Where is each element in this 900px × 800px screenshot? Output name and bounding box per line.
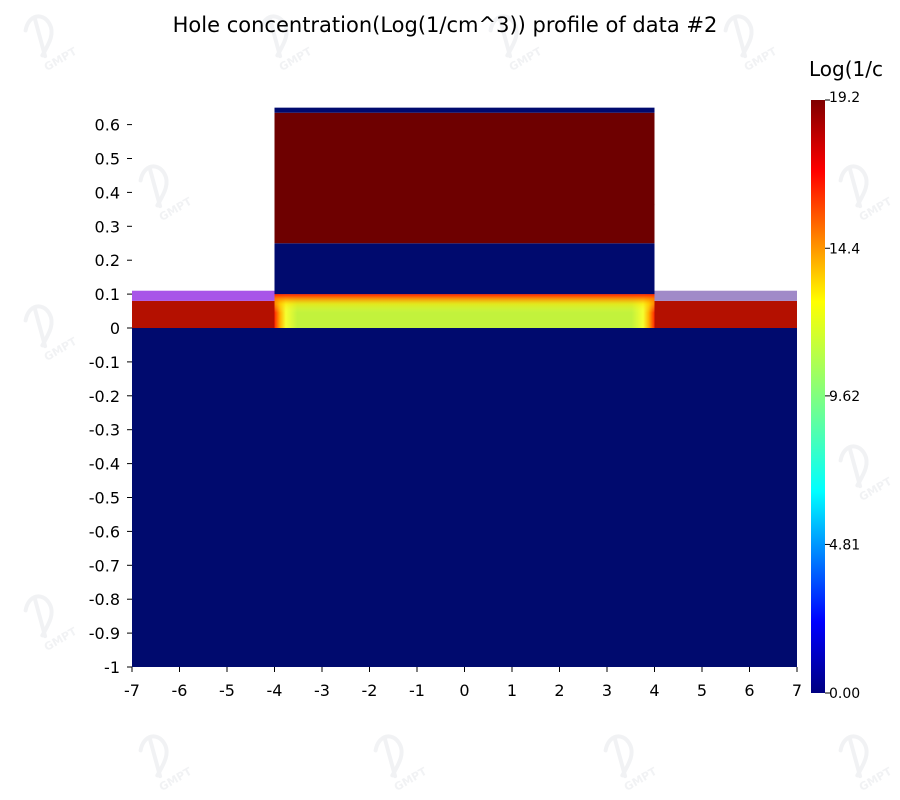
watermark-mark: GMPT — [838, 164, 895, 224]
watermark-logo-icon — [138, 164, 169, 209]
watermark-mark: GMPT — [723, 14, 780, 74]
watermark-mark: GMPT — [138, 164, 195, 224]
y-tick-label: 0.5 — [95, 150, 120, 169]
watermark-mark: GMPT — [603, 734, 660, 794]
y-tick-label: -0.2 — [89, 387, 120, 406]
y-tick-label: 0.6 — [95, 116, 120, 135]
chart-title: Hole concentration(Log(1/cm^3)) profile … — [173, 13, 718, 37]
plot-area — [132, 107, 797, 667]
region-left-doped-layer — [132, 300, 275, 328]
y-tick-label: 0.2 — [95, 251, 120, 270]
x-tick-label: 7 — [792, 681, 802, 700]
x-tick-label: 5 — [697, 681, 707, 700]
y-tick-label: -0.3 — [89, 421, 120, 440]
x-tick-label: -4 — [267, 681, 283, 700]
y-tick-label: -0.9 — [89, 624, 120, 643]
colorbar-title: Log(1/c — [809, 57, 883, 81]
watermark-logo-icon — [838, 444, 869, 489]
watermark-mark: GMPT — [23, 304, 80, 364]
y-tick-label: -0.5 — [89, 489, 120, 508]
watermark-mark: GMPT — [838, 734, 895, 794]
colorbar-ticks: 19.2 14.4 9.62 4.81 0.00 — [825, 90, 860, 702]
y-tick-label: 0.1 — [95, 285, 120, 304]
watermark-logo-icon — [138, 734, 169, 779]
colorbar-tick-label: 19.2 — [829, 90, 860, 106]
watermark-logo-icon — [603, 734, 634, 779]
y-tick-label: -1 — [104, 658, 120, 677]
colorbar-tick-label: 9.62 — [829, 389, 860, 405]
y-tick-label: -0.7 — [89, 556, 120, 575]
watermark-logo-icon — [838, 164, 869, 209]
x-tick-label: 2 — [554, 681, 564, 700]
y-tick-label: -0.6 — [89, 522, 120, 541]
region-gate-top-layer — [274, 107, 655, 113]
x-tick-label: -6 — [172, 681, 188, 700]
x-tick-label: 6 — [744, 681, 754, 700]
watermark-logo-icon — [838, 734, 869, 779]
watermark-logo-icon — [258, 14, 289, 59]
region-gate-insulator — [274, 243, 655, 295]
colorbar-gradient — [811, 100, 825, 693]
x-tick-label: -1 — [409, 681, 425, 700]
region-left-thin-layer — [132, 290, 275, 301]
x-tick-label: -5 — [219, 681, 235, 700]
y-tick-label: -0.8 — [89, 590, 120, 609]
region-channel-gradient-overlay — [274, 294, 655, 328]
watermark-logo-icon — [23, 594, 54, 639]
region-gate — [274, 112, 655, 244]
colorbar: Log(1/c 19.2 14.4 9.62 4.81 0.00 — [809, 57, 883, 702]
x-tick-label: -7 — [124, 681, 140, 700]
colorbar-tick-label: 14.4 — [829, 241, 860, 257]
watermark-mark: GMPT — [23, 594, 80, 654]
watermark-logo-icon — [723, 14, 754, 59]
x-tick-label: 1 — [507, 681, 517, 700]
watermark-logo-icon — [488, 14, 519, 59]
watermark-logo-icon — [23, 14, 54, 59]
watermark-mark: GMPT — [838, 444, 895, 504]
x-tick-label: 4 — [649, 681, 659, 700]
watermark-logo-icon — [23, 304, 54, 349]
x-tick-label: 3 — [602, 681, 612, 700]
y-tick-label: 0.4 — [95, 183, 120, 202]
x-tick-label: -2 — [362, 681, 378, 700]
colorbar-tick-label: 4.81 — [829, 537, 860, 553]
y-tick-label: -0.4 — [89, 455, 120, 474]
watermark-mark: GMPT — [138, 734, 195, 794]
x-tick-label: 0 — [459, 681, 469, 700]
watermark-logo-icon — [373, 734, 404, 779]
region-right-thin-layer — [654, 290, 797, 301]
watermark-mark: GMPT — [373, 734, 430, 794]
y-axis: 0.6 0.5 0.4 0.3 0.2 0.1 0 -0.1 -0.2 -0.3 -0.4 -0.5 -… — [89, 116, 132, 677]
colorbar-tick-label: 0.00 — [829, 686, 860, 702]
y-tick-label: -0.1 — [89, 353, 120, 372]
x-tick-label: -3 — [314, 681, 330, 700]
y-tick-label: 0.3 — [95, 217, 120, 236]
watermark-mark: GMPT — [23, 14, 80, 74]
region-right-doped-layer — [654, 300, 797, 328]
y-tick-label: 0 — [110, 319, 120, 338]
region-substrate — [132, 328, 797, 667]
x-axis: -7 -6 -5 -4 -3 -2 -1 0 1 2 3 4 5 6 7 — [124, 667, 802, 700]
